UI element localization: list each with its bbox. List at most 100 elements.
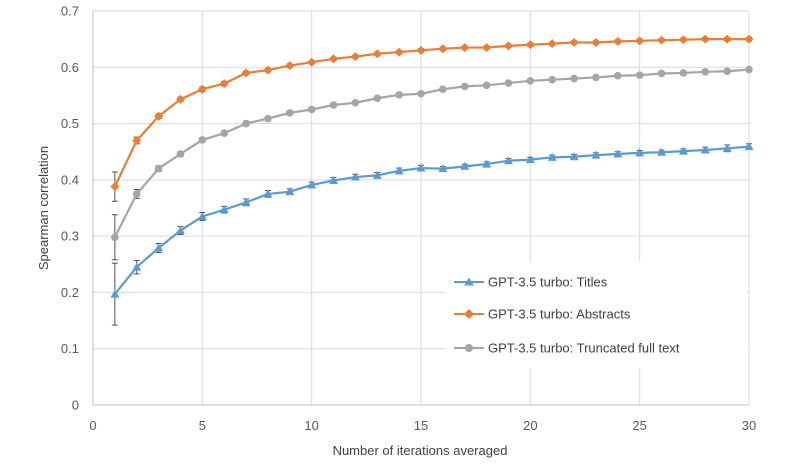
series-0 [110, 142, 754, 326]
data-point [700, 145, 710, 154]
data-point [547, 39, 557, 49]
data-point [263, 189, 273, 198]
data-point [460, 161, 470, 170]
data-point [111, 233, 119, 242]
data-point [678, 35, 688, 45]
data-point [285, 61, 295, 71]
x-tick-label: 15 [414, 418, 428, 433]
data-point [547, 152, 557, 161]
data-point [263, 65, 273, 75]
data-point [722, 143, 732, 152]
data-point [197, 211, 207, 220]
data-point [592, 73, 600, 82]
data-point [132, 262, 142, 271]
data-point [635, 36, 645, 46]
data-point [657, 147, 667, 156]
x-tick-label: 5 [199, 418, 206, 433]
data-point [745, 65, 753, 74]
data-point [176, 150, 185, 158]
data-point [635, 148, 645, 157]
data-point [219, 205, 229, 214]
data-point [394, 166, 404, 175]
data-point [110, 289, 120, 298]
data-point [657, 35, 667, 45]
data-point [329, 101, 338, 109]
x-tick-label: 20 [523, 418, 537, 433]
legend-label-abstracts: GPT-3.5 turbo: Abstracts [488, 307, 631, 322]
y-tick-label: 0 [72, 398, 79, 413]
data-point [175, 94, 185, 104]
series-line [113, 38, 749, 188]
y-tick-labels: 0 0.1 0.2 0.3 0.4 0.5 0.6 0.7 [61, 4, 79, 413]
legend-circle-marker [465, 344, 473, 352]
data-point [438, 164, 448, 173]
data-point [350, 52, 360, 62]
data-point [548, 75, 556, 84]
data-point [264, 114, 272, 123]
series-1 [110, 34, 754, 202]
data-point [591, 38, 601, 48]
data-point [395, 91, 403, 99]
axes [92, 11, 749, 406]
x-tick-label: 30 [742, 418, 756, 433]
data-point [175, 226, 185, 235]
y-tick-label: 0.7 [61, 4, 79, 19]
data-point [569, 152, 579, 161]
y-tick-label: 0.2 [61, 285, 79, 300]
x-tick-label: 10 [304, 418, 318, 433]
data-point [438, 44, 448, 54]
data-point [241, 68, 251, 78]
data-point [307, 57, 317, 67]
data-point [439, 85, 447, 94]
data-point [307, 180, 317, 189]
data-point [701, 67, 710, 76]
data-point [198, 136, 207, 144]
data-point [503, 156, 513, 165]
data-point [591, 150, 601, 159]
y-tick-label: 0.5 [61, 116, 79, 131]
data-point [350, 172, 360, 181]
data-point [723, 67, 731, 76]
data-point [110, 182, 120, 192]
data-point [329, 175, 339, 184]
data-point [132, 135, 142, 145]
data-point [460, 82, 469, 91]
data-point [635, 71, 644, 79]
data-point [613, 149, 623, 158]
data-point [154, 111, 164, 121]
data-point [220, 129, 228, 137]
legend-label-titles: GPT-3.5 turbo: Titles [488, 275, 608, 290]
x-tick-label: 25 [632, 418, 646, 433]
legend-triangle-marker [464, 277, 474, 286]
data-point [482, 159, 492, 168]
data-point [678, 146, 688, 155]
data-point [241, 197, 251, 206]
data-point [416, 45, 426, 55]
data-point [154, 164, 163, 173]
data-point [372, 170, 382, 179]
data-point [417, 89, 425, 98]
data-point [307, 105, 316, 114]
data-point [329, 54, 339, 64]
data-point [351, 98, 360, 107]
data-point [416, 163, 426, 172]
data-point [286, 109, 294, 117]
legend-item-titles: GPT-3.5 turbo: Titles [454, 275, 608, 290]
data-point [242, 119, 250, 128]
data-point [394, 47, 404, 57]
legend-diamond-marker [464, 309, 474, 319]
data-point [482, 43, 492, 53]
data-point [373, 94, 382, 103]
y-axis-title: Spearman correlation [36, 146, 51, 270]
data-point [504, 79, 513, 87]
data-point [657, 69, 666, 78]
y-tick-label: 0.4 [61, 172, 79, 187]
series-group [110, 34, 754, 326]
x-tick-labels: 0 5 10 15 20 25 30 [89, 418, 756, 433]
data-point [614, 71, 622, 80]
data-point [525, 40, 535, 50]
y-tick-label: 0.1 [61, 341, 79, 356]
data-point [132, 190, 141, 198]
data-point [722, 34, 732, 44]
